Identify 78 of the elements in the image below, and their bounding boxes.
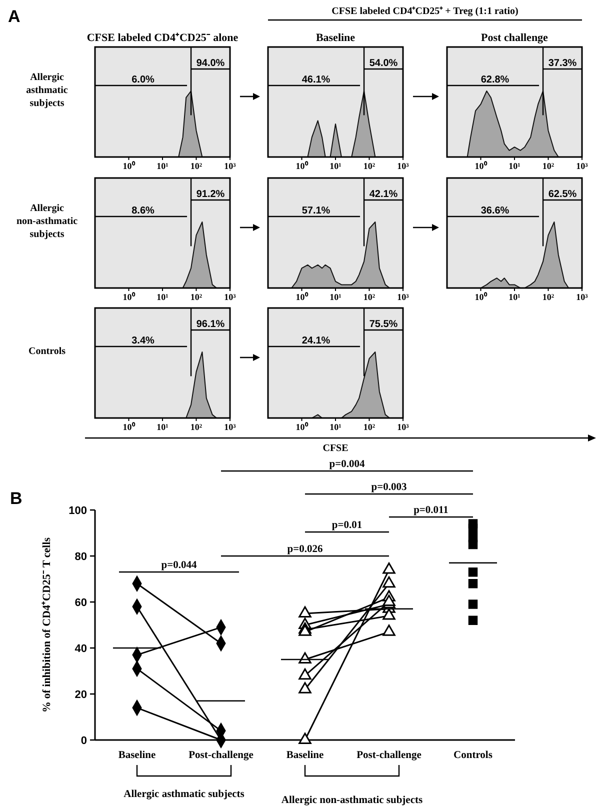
annotation: p=0.044	[161, 560, 198, 571]
y-axis-title: % of inhibition of CD4⁺CD25⁻ T cells	[41, 536, 53, 713]
y-tick-label: 20	[74, 689, 87, 701]
text: CFSE	[322, 443, 349, 454]
text: 94.0%	[196, 58, 225, 69]
x-tick-label: 10¹	[508, 161, 521, 171]
x-tick-label: 10⁰	[122, 161, 136, 171]
text: 3.4%	[132, 336, 155, 346]
y-tick-label: 40	[74, 643, 87, 655]
x-tick-label: 10³	[397, 161, 410, 171]
x-tick-label: 10⁰	[474, 292, 488, 302]
text: 96.1%	[196, 319, 225, 330]
x-tick-label: 10²	[363, 422, 376, 432]
x-tick-label: 10⁰	[296, 422, 309, 432]
x-tick-label: Post-challenge	[188, 750, 254, 761]
x-tick-label: 10³	[576, 161, 588, 171]
text: 62.5%	[548, 189, 577, 200]
x-tick-label: 10³	[397, 292, 410, 302]
x-tick-label: 10¹	[156, 292, 169, 302]
text: CFSE labeled CD4⁺CD25⁺ + Treg (1:1 ratio)	[332, 6, 518, 17]
chart-title: Baseline	[316, 32, 356, 44]
x-tick-label: 10⁰	[296, 161, 309, 171]
x-tick-label: 10¹	[508, 292, 521, 302]
text: p=0.004	[329, 459, 366, 470]
text: Allergic asthmatic subjects	[124, 789, 244, 800]
text: p=0.003	[371, 482, 407, 493]
text: 8.6%	[132, 206, 155, 216]
text: 42.1%	[369, 189, 398, 200]
text: Allergic non-asthmatic subjects	[281, 795, 423, 806]
y-tick-label: 60	[74, 597, 87, 609]
x-tick-label: Controls	[454, 750, 492, 761]
x-tick-label: 10²	[363, 161, 376, 171]
text: 6.0%	[132, 74, 155, 86]
x-tick-label: Post-challenge	[356, 750, 422, 761]
y-tick-label: 80	[74, 551, 87, 563]
text: 24.1%	[302, 336, 330, 346]
x-tick-label: 10³	[576, 292, 588, 302]
x-tick-label: 10¹	[330, 422, 342, 432]
chart-title: CFSE labeled CD4⁺CD25⁻ alone	[86, 32, 238, 44]
chart-title: Post challenge	[481, 32, 548, 44]
x-tick-label: 10³	[224, 292, 236, 302]
x-tick-label: 10¹	[330, 161, 342, 171]
y-axis-title: Controls	[28, 346, 66, 358]
text: 62.8%	[480, 74, 510, 86]
text: A	[8, 7, 20, 26]
x-tick-label: 10³	[224, 422, 236, 432]
text: 75.5%	[369, 319, 398, 330]
x-tick-label: 10²	[542, 292, 554, 302]
x-tick-label: 10⁰	[122, 422, 136, 432]
text: 37.3%	[548, 58, 577, 69]
x-tick-label: 10⁰	[474, 161, 488, 171]
x-tick-label: 10²	[190, 161, 202, 171]
annotation: p=0.01	[332, 520, 362, 531]
x-tick-label: 10¹	[156, 422, 169, 432]
x-tick-label: 10³	[397, 422, 410, 432]
x-tick-label: 10²	[190, 422, 202, 432]
x-tick-label: 10³	[224, 161, 236, 171]
x-tick-label: 10²	[190, 292, 202, 302]
annotation: p=0.011	[414, 505, 448, 516]
chart-title: B	[10, 489, 22, 508]
y-tick-label: 0	[80, 735, 87, 747]
text: 91.2%	[196, 189, 225, 200]
x-tick-label: 10⁰	[122, 292, 136, 302]
text: 54.0%	[369, 58, 398, 69]
x-tick-label: 10¹	[156, 161, 169, 171]
x-tick-label: 10⁰	[296, 292, 309, 302]
annotation: p=0.026	[287, 544, 323, 555]
text: 57.1%	[302, 206, 330, 216]
x-tick-label: 10²	[363, 292, 376, 302]
x-tick-label: Baseline	[286, 750, 324, 761]
x-tick-label: 10²	[542, 161, 554, 171]
text: 36.6%	[480, 206, 510, 216]
y-tick-label: 100	[68, 505, 87, 517]
y-axis-title: Allergic asthmatic subjects	[26, 72, 68, 110]
x-tick-label: Baseline	[118, 750, 156, 761]
y-axis-title: Allergic non-asthmatic subjects	[16, 203, 78, 240]
text: 46.1%	[302, 74, 330, 86]
x-tick-label: 10¹	[330, 292, 342, 302]
